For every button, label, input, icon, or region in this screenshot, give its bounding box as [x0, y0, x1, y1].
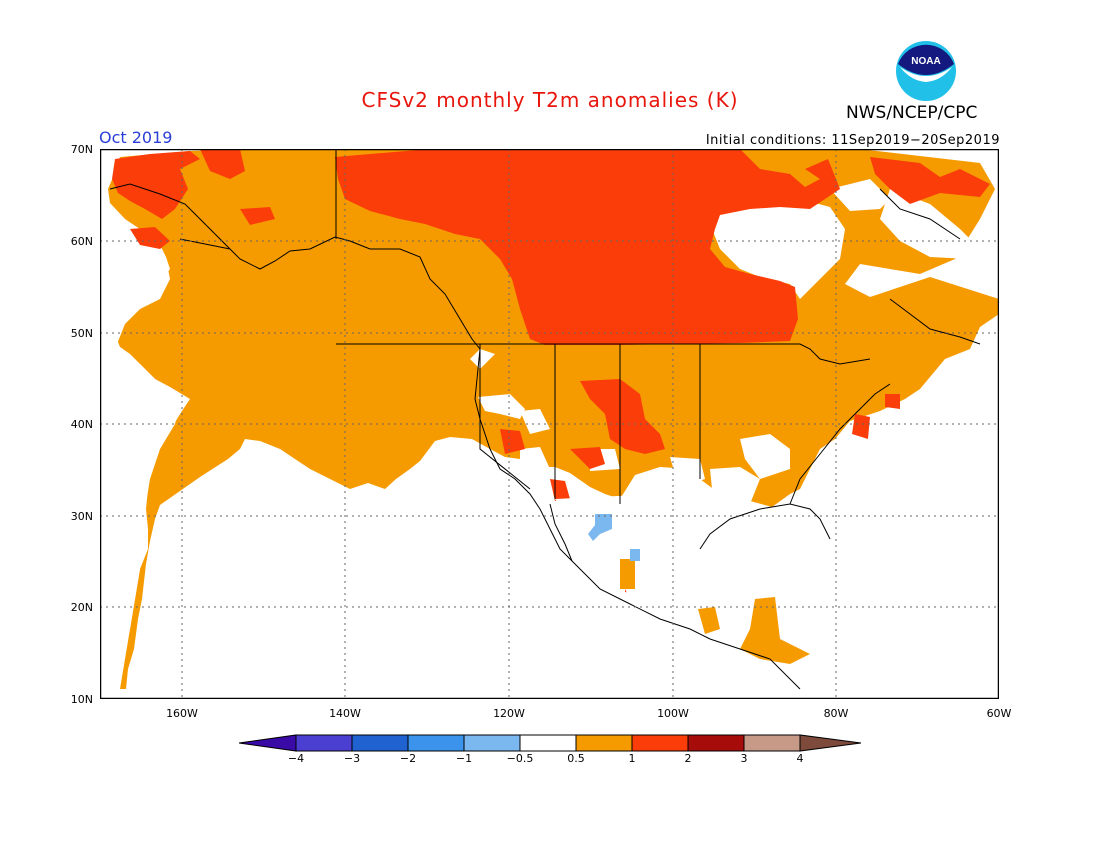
colorbar-segment-3: [407, 734, 465, 752]
colorbar-segment-1: [295, 734, 353, 752]
lat-label-10n: 10N: [70, 693, 93, 706]
colorbar-label: −2: [399, 752, 417, 765]
lat-label-40n: 40N: [70, 418, 93, 431]
lat-label-70n: 70N: [70, 143, 93, 156]
colorbar-segment-9: [743, 734, 801, 752]
forecast-month: Oct 2019: [99, 128, 173, 147]
chart-title: CFSv2 monthly T2m anomalies (K): [361, 88, 739, 112]
lon-label-140w: 140W: [329, 707, 361, 720]
lon-label-120w: 120W: [493, 707, 525, 720]
colorbar-segment-5: [519, 734, 577, 752]
colorbar-segment-10: [799, 734, 861, 752]
colorbar-label: 1: [628, 752, 636, 765]
colorbar-label: 3: [740, 752, 748, 765]
colorbar-segment-4: [463, 734, 521, 752]
logo-text: NOAA: [911, 56, 940, 67]
coastlines: [109, 149, 981, 690]
colorbar-label: 4: [796, 752, 804, 765]
lat-label-20n: 20N: [70, 601, 93, 614]
colorbar-segment-2: [351, 734, 409, 752]
colorbar-segment-8: [687, 734, 745, 752]
anomaly-region-blue: [588, 514, 612, 541]
lon-label-160w: 160W: [166, 707, 198, 720]
colorbar-label: 2: [684, 752, 692, 765]
colorbar-segment-6: [575, 734, 633, 752]
colorbar-segment-0: [239, 734, 297, 752]
lon-label-100w: 100W: [657, 707, 689, 720]
colorbar-label: −3: [343, 752, 361, 765]
colorbar-segment-7: [631, 734, 689, 752]
initial-conditions: Initial conditions: 11Sep2019−20Sep2019: [705, 133, 1000, 148]
colorbar-label: −4: [287, 752, 305, 765]
map-border: [100, 149, 999, 699]
gridlines: [100, 149, 999, 699]
anomaly-region-red: [335, 149, 840, 345]
colorbar-label: 0.5: [567, 752, 585, 765]
colorbar-label: −1: [455, 752, 473, 765]
noaa-logo: NOAA: [896, 41, 956, 101]
lon-label-60w: 60W: [986, 707, 1012, 720]
lon-label-80w: 80W: [823, 707, 849, 720]
colorbar-label: −0.5: [506, 752, 534, 765]
lat-label-30n: 30N: [70, 510, 93, 523]
agency-label: NWS/NCEP/CPC: [846, 103, 978, 123]
anomaly-fill-layer: [100, 149, 999, 699]
anomaly-map: [100, 149, 999, 699]
colorbar: [239, 734, 861, 752]
lat-label-50n: 50N: [70, 327, 93, 340]
lat-label-60n: 60N: [70, 235, 93, 248]
